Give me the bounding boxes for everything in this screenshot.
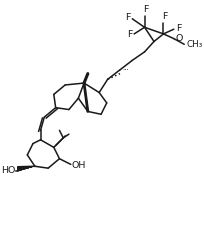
Text: OH: OH xyxy=(72,161,86,170)
Text: CH₃: CH₃ xyxy=(186,40,202,49)
Text: F: F xyxy=(127,30,132,39)
Text: ···: ··· xyxy=(122,67,129,73)
Text: F: F xyxy=(162,12,167,21)
Text: HO: HO xyxy=(2,166,16,175)
Text: O: O xyxy=(176,34,183,43)
Text: F: F xyxy=(176,24,181,33)
Text: F: F xyxy=(125,13,130,22)
Text: F: F xyxy=(143,5,148,14)
